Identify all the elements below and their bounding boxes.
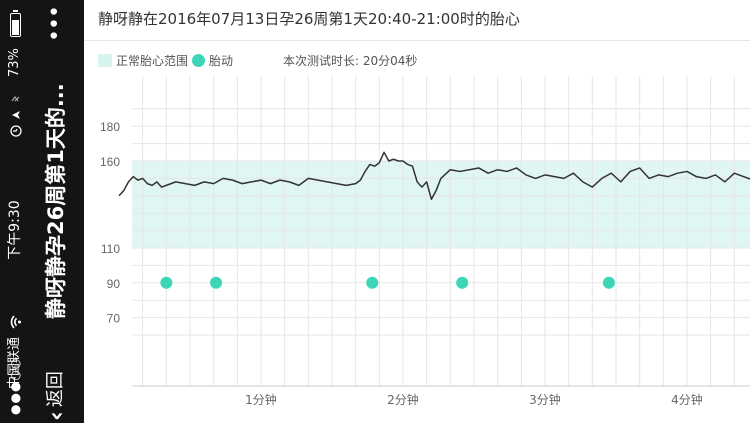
- wifi-icon: [0, 315, 30, 329]
- header-divider: [84, 40, 750, 41]
- status-icons: [0, 93, 30, 137]
- fetal-movement-point: [602, 276, 615, 289]
- x-tick-label: 2分钟: [387, 392, 419, 407]
- test-duration: 本次测试时长: 20分04秒: [283, 53, 418, 68]
- content-area: 静呀静在2016年07月13日孕26周第1天20:40-21:00时的胎心 正常…: [84, 0, 750, 423]
- more-options-button[interactable]: •••: [32, 6, 80, 42]
- movement-label: 胎动: [209, 53, 234, 68]
- more-dots-icon: •••: [43, 6, 68, 42]
- y-tick-label: 90: [107, 277, 121, 291]
- movement-dot-icon: [192, 53, 206, 67]
- carrier-name: 中国联通: [7, 336, 22, 389]
- status-time: 下午9:30: [7, 200, 23, 260]
- normal-range-band: [132, 161, 750, 248]
- fetal-movement-point: [160, 276, 173, 289]
- navigation-bar-rotated: ●●●○○ 中国联通 下午9:30 73%: [0, 0, 84, 423]
- fetal-heart-rate-chart[interactable]: 180 160 110 90 70 1分钟 2分钟 3分钟 4分钟: [84, 76, 750, 423]
- x-tick-label: 4分钟: [671, 392, 703, 407]
- y-tick-label: 180: [100, 120, 120, 134]
- navigation-bar: ●●●○○ 中国联通 下午9:30 73%: [0, 0, 84, 423]
- chart-title: 静呀静在2016年07月13日孕26周第1天20:40-21:00时的胎心: [98, 10, 520, 28]
- fetal-movement-point: [366, 276, 379, 289]
- x-tick-label: 1分钟: [245, 392, 277, 407]
- x-tick-label: 3分钟: [529, 392, 561, 407]
- chart-legend: 正常胎心范围 胎动 本次测试时长: 20分04秒: [98, 51, 417, 69]
- normal-range-label: 正常胎心范围: [116, 53, 189, 68]
- title-row: ‹ 返回 静呀静孕26周第1天的... •••: [32, 0, 80, 423]
- y-tick-label: 110: [101, 242, 120, 256]
- page-title: 静呀静孕26周第1天的...: [44, 83, 68, 319]
- fetal-movement-point: [210, 276, 223, 289]
- battery-icon: [10, 13, 21, 37]
- chevron-left-icon: ‹: [42, 411, 70, 421]
- battery-level: [12, 20, 19, 35]
- back-label: 返回: [45, 371, 66, 408]
- battery-percentage: 73%: [7, 48, 22, 77]
- back-button[interactable]: ‹ 返回: [32, 371, 80, 421]
- fhr-series-line: [118, 151, 750, 201]
- normal-range-swatch: [98, 53, 112, 67]
- fetal-movement-point: [456, 276, 469, 289]
- y-tick-label: 70: [107, 312, 121, 326]
- y-tick-label: 160: [100, 155, 120, 169]
- status-bar: ●●●○○ 中国联通 下午9:30 73%: [0, 0, 30, 423]
